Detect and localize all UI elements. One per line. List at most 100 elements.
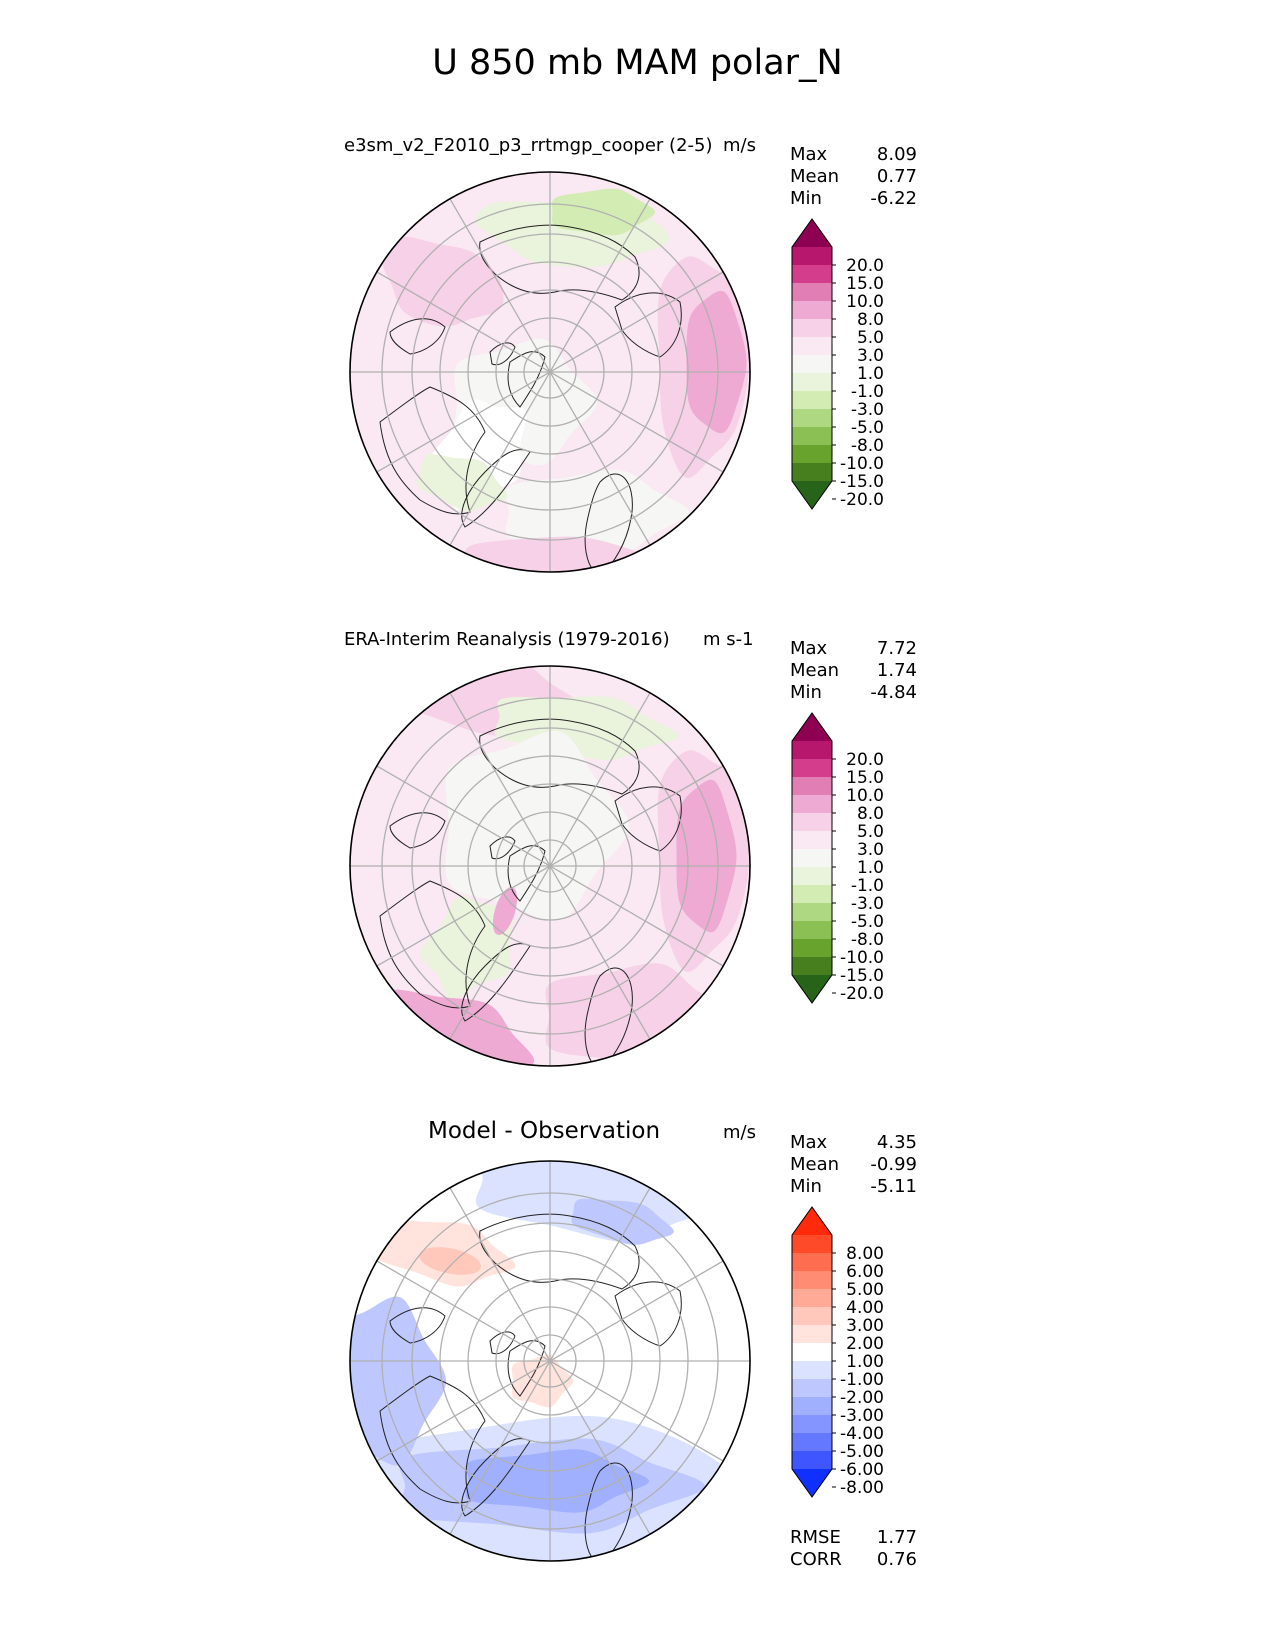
colorbar-segment: [792, 885, 832, 904]
meridian-line: [449, 1187, 651, 1535]
colorbar-tick-label: -15.0: [840, 966, 884, 986]
colorbar-tick-label: -3.00: [840, 1406, 884, 1426]
colorbar-segment: [792, 319, 832, 338]
colorbar-segment: [792, 391, 832, 410]
colorbar-tick-label: 3.0: [857, 346, 884, 366]
panel-ref-max-value: 7.72: [876, 638, 917, 659]
panel-test-units: m/s: [723, 135, 756, 156]
panel-diff-rmse-value: 1.77: [876, 1527, 917, 1548]
colorbar-tick-label: -10.0: [840, 454, 884, 474]
colorbar-tick-label: -5.00: [840, 1442, 884, 1462]
contour-region: [381, 236, 504, 327]
colorbar-segment: [792, 1307, 832, 1326]
panel-diff-corr-label: CORR: [790, 1549, 842, 1570]
colorbar-tick-label: -8.0: [851, 436, 884, 456]
colorbar-segment: [792, 957, 832, 976]
meridian-line: [449, 692, 651, 1040]
colorbar-tick-label: 8.0: [857, 804, 884, 824]
colorbar-extend-max: [792, 219, 832, 247]
colorbar-segment: [792, 427, 832, 446]
colorbar-tick-label: 15.0: [846, 768, 884, 788]
contour-field: [350, 666, 750, 1066]
colorbar-tick-label: 3.0: [857, 840, 884, 860]
contour-region: [465, 1449, 649, 1513]
panel-test-max-value: 8.09: [876, 144, 917, 165]
colorbar-segment: [792, 759, 832, 778]
colorbar-tick-label: 15.0: [846, 274, 884, 294]
panel-ref-min-label: Min: [790, 682, 822, 703]
coastline: [461, 943, 531, 1022]
contour-region: [686, 290, 747, 434]
coastline: [584, 1462, 633, 1561]
panel-test-max-label: Max: [790, 144, 828, 165]
colorbar-tick-label: -8.0: [851, 930, 884, 950]
panel-ref-title: ERA-Interim Reanalysis (1979-2016): [344, 629, 670, 650]
panel-diff-max-label: Max: [790, 1132, 828, 1153]
colorbar-tick-label: 8.0: [857, 310, 884, 330]
colorbar-segment: [792, 283, 832, 302]
contour-region: [492, 887, 518, 935]
colorbar-tick-label: 5.00: [846, 1280, 884, 1300]
colorbar-tick-label: -1.0: [851, 382, 884, 402]
colorbar-segment: [792, 409, 832, 428]
colorbar-segment: [792, 1271, 832, 1290]
colorbar-tick-label: 8.00: [846, 1244, 884, 1264]
colorbar-segment: [792, 1415, 832, 1434]
coastline: [614, 1281, 682, 1347]
colorbar-tick-label: 10.0: [846, 786, 884, 806]
colorbar-tick-label: -3.0: [851, 400, 884, 420]
colorbar-segment: [792, 1289, 832, 1308]
panel-diff-min-value: -5.11: [870, 1176, 917, 1197]
coastline: [507, 351, 546, 408]
colorbar-segment: [792, 741, 832, 760]
colorbar-segment: [792, 813, 832, 832]
colorbar-tick-label: -6.00: [840, 1460, 884, 1480]
coastline: [389, 318, 446, 355]
coastline: [584, 967, 633, 1066]
colorbar-segment: [792, 337, 832, 356]
coastline: [507, 1340, 546, 1397]
coastline: [614, 786, 682, 852]
colorbar-segment: [792, 939, 832, 958]
panel-test-polar-map: [349, 171, 751, 573]
contour-region: [676, 779, 737, 933]
panel-test-title: e3sm_v2_F2010_p3_rrtmgp_cooper (2-5): [344, 135, 713, 156]
colorbar-segment: [792, 445, 832, 464]
panel-diff-units: m/s: [723, 1122, 756, 1143]
colorbar-tick-label: 5.0: [857, 822, 884, 842]
meridian-line: [449, 198, 651, 546]
colorbar-segment: [792, 247, 832, 266]
panel-ref-min-value: -4.84: [870, 682, 917, 703]
colorbar-tick-label: 1.0: [857, 858, 884, 878]
colorbar-segment: [792, 1451, 832, 1470]
panel-diff-mean-label: Mean: [790, 1154, 840, 1175]
contour-region: [419, 1247, 481, 1275]
colorbar-extend-min: [792, 481, 832, 509]
coastlines: [379, 1213, 682, 1561]
panel-test-colorbar: 20.015.010.08.05.03.01.0-1.0-3.0-5.0-8.0…: [791, 218, 884, 510]
panel-test-mean-value: 0.77: [876, 166, 917, 187]
gridlines: [350, 1161, 750, 1561]
colorbar-segment: [792, 867, 832, 886]
colorbar-tick-label: 5.0: [857, 328, 884, 348]
colorbar-tick-label: -5.0: [851, 418, 884, 438]
coastline: [461, 1438, 531, 1517]
figure-title: U 850 mb MAM polar_N: [432, 43, 843, 83]
contour-field: [350, 172, 750, 572]
colorbar-segment: [792, 1235, 832, 1254]
colorbar-tick-label: -15.0: [840, 472, 884, 492]
coastline: [507, 845, 546, 902]
coastline: [389, 1307, 446, 1344]
panel-ref-mean-value: 1.74: [876, 660, 917, 681]
colorbar-segment: [792, 1397, 832, 1416]
panel-diff-max-value: 4.35: [876, 1132, 917, 1153]
colorbar-segment: [792, 301, 832, 320]
colorbar-tick-label: -8.00: [840, 1478, 884, 1498]
coastline: [379, 1375, 486, 1504]
colorbar-segment: [792, 849, 832, 868]
gridlines: [350, 666, 750, 1066]
colorbar-extend-max: [792, 713, 832, 741]
colorbar-tick-label: -2.00: [840, 1388, 884, 1408]
colorbar-segment: [792, 373, 832, 392]
